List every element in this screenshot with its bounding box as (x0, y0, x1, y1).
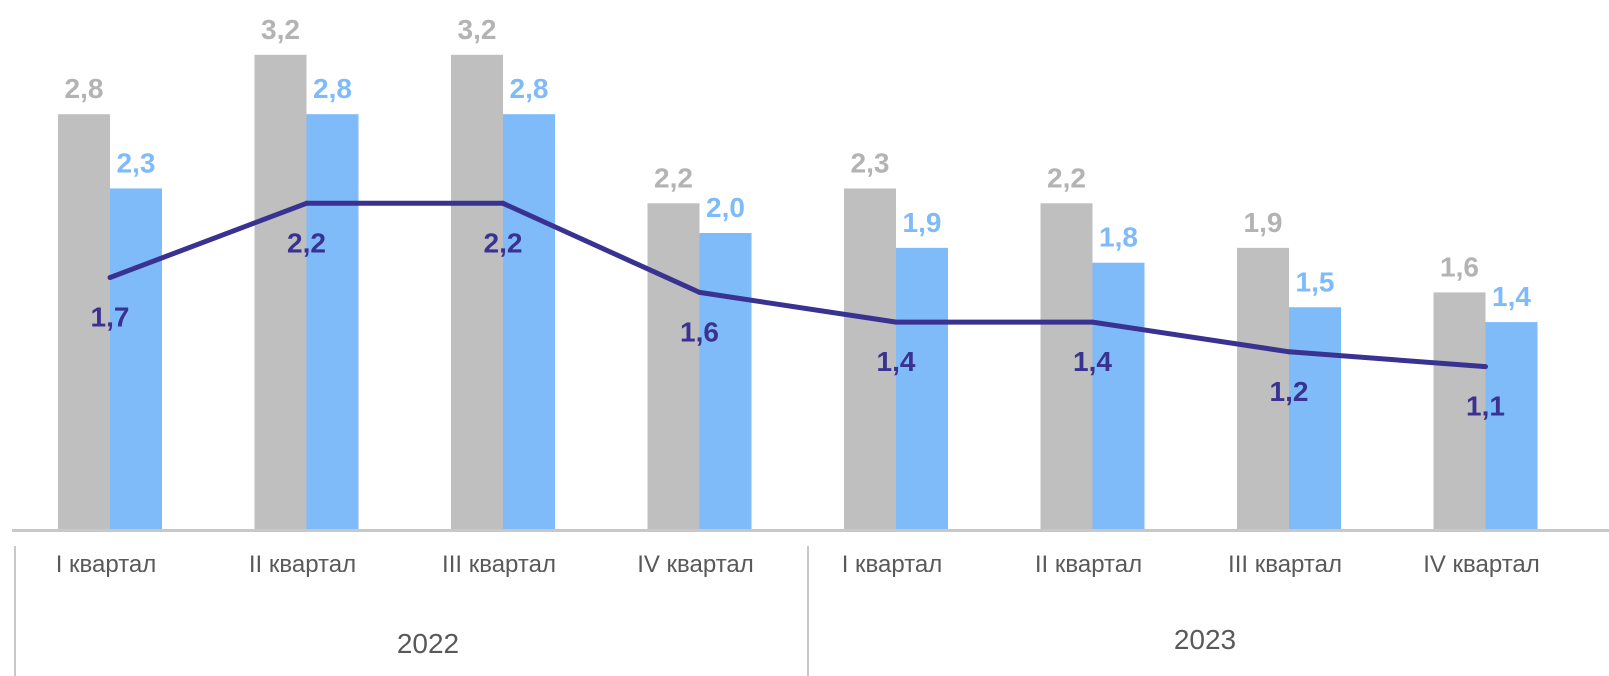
bar-blue-4 (699, 233, 752, 530)
bar-gray-2 (254, 54, 307, 531)
bar-blue-3 (503, 114, 555, 530)
data-label-gray-2: 3,2 (261, 14, 300, 45)
x-tick-label-1: I квартал (56, 551, 157, 578)
line-point-4 (697, 289, 702, 295)
x-tick-label-3: III квартал (442, 551, 556, 578)
bar-blue-6 (1092, 262, 1145, 530)
line-point-6 (1090, 319, 1095, 325)
bar-gray-3 (451, 54, 503, 531)
data-label-line-3: 2,2 (484, 227, 523, 258)
line-point-1 (107, 275, 113, 281)
data-label-gray-1: 2,8 (65, 73, 104, 104)
bar-blue-5 (896, 247, 948, 530)
bar-blue-7 (1289, 307, 1341, 530)
data-label-line-1: 1,7 (91, 302, 130, 333)
data-label-blue-4: 2,0 (706, 192, 745, 223)
bar-blue-1 (110, 188, 162, 530)
data-label-line-6: 1,4 (1073, 346, 1112, 377)
line-point-8 (1483, 364, 1488, 370)
data-label-gray-3: 3,2 (458, 14, 497, 45)
bar-gray-7 (1237, 247, 1289, 530)
line-point-7 (1286, 349, 1292, 355)
x-tick-label-2: II квартал (249, 551, 356, 578)
data-label-gray-4: 2,2 (654, 162, 693, 193)
data-label-gray-8: 1,6 (1440, 251, 1479, 282)
data-label-gray-5: 2,3 (851, 147, 890, 178)
data-label-line-5: 1,4 (877, 346, 916, 377)
data-label-blue-7: 1,5 (1296, 266, 1335, 297)
line-point-2 (304, 200, 309, 206)
line-point-3 (500, 200, 506, 206)
data-label-gray-7: 1,9 (1244, 207, 1283, 238)
data-label-gray-6: 2,2 (1047, 162, 1086, 193)
data-label-blue-8: 1,4 (1492, 281, 1531, 312)
x-tick-label-6: II квартал (1035, 551, 1142, 578)
bar-gray-6 (1040, 203, 1093, 531)
line-point-5 (893, 319, 899, 325)
bar-blue-8 (1485, 322, 1538, 530)
data-label-blue-1: 2,3 (117, 147, 156, 178)
data-label-line-4: 1,6 (680, 316, 719, 347)
bar-gray-4 (647, 203, 700, 531)
bar-gray-1 (58, 114, 110, 530)
data-label-line-7: 1,2 (1270, 376, 1309, 407)
bar-gray-8 (1433, 292, 1486, 530)
data-label-blue-2: 2,8 (313, 73, 352, 104)
data-label-line-2: 2,2 (287, 227, 326, 258)
group-label-2023: 2023 (1174, 624, 1236, 655)
x-tick-label-7: III квартал (1228, 551, 1342, 578)
group-label-2022: 2022 (397, 628, 459, 659)
line-series (109, 200, 1486, 370)
bar-gray-5 (844, 188, 896, 530)
x-tick-label-5: I квартал (842, 551, 943, 578)
x-tick-label-8: IV квартал (1423, 551, 1540, 578)
data-label-line-8: 1,1 (1466, 391, 1505, 422)
bar-blue-2 (306, 114, 359, 530)
x-tick-label-4: IV квартал (637, 551, 754, 578)
data-label-blue-3: 2,8 (510, 73, 549, 104)
data-label-blue-5: 1,9 (903, 207, 942, 238)
data-label-blue-6: 1,8 (1099, 222, 1138, 253)
